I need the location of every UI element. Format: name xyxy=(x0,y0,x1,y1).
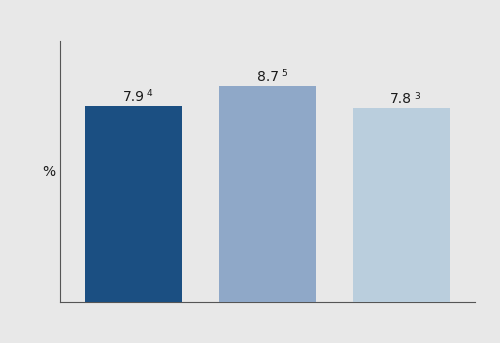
Text: 7.8: 7.8 xyxy=(390,92,412,106)
Bar xyxy=(220,86,316,302)
Text: 5: 5 xyxy=(281,69,286,79)
Text: 7.9: 7.9 xyxy=(122,90,144,104)
Y-axis label: %: % xyxy=(42,165,56,178)
Bar xyxy=(86,106,182,302)
Text: 3: 3 xyxy=(415,92,420,101)
Text: 4: 4 xyxy=(147,89,152,98)
Bar xyxy=(353,108,450,302)
Text: 8.7: 8.7 xyxy=(256,70,278,84)
